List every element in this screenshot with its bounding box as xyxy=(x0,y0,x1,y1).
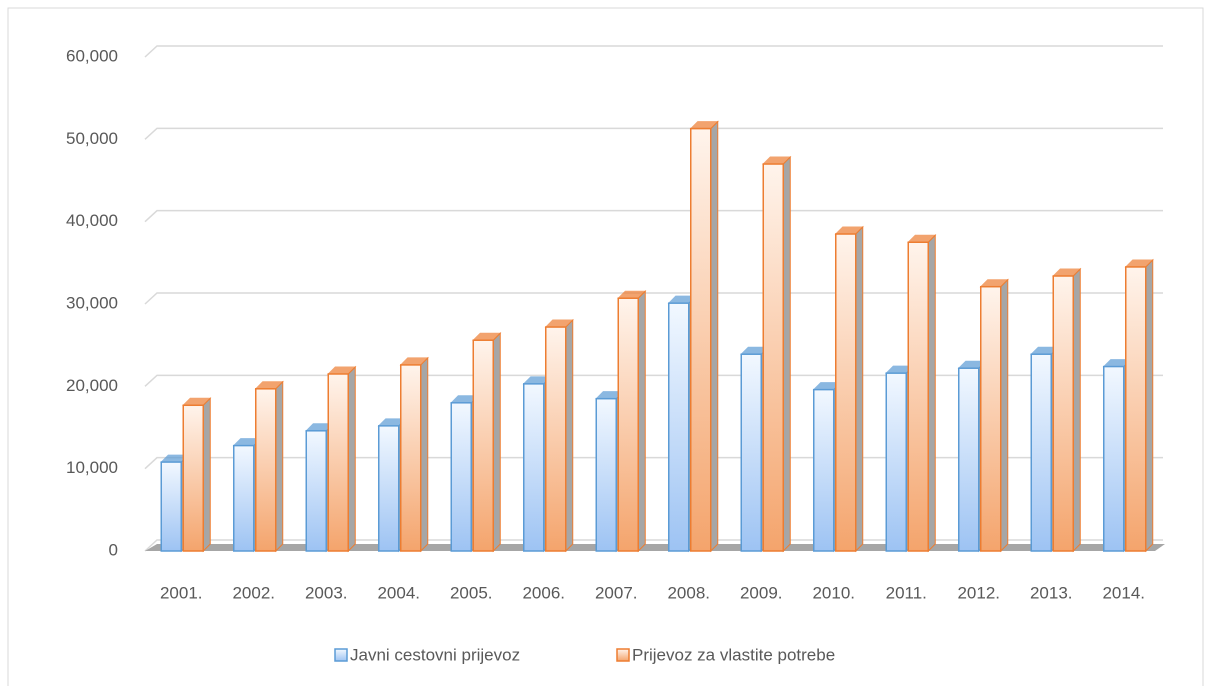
x-tick-label: 2007. xyxy=(595,583,638,602)
bar xyxy=(450,402,472,552)
grid-line xyxy=(144,45,1163,58)
x-tick-label: 2012. xyxy=(957,583,1000,602)
bar xyxy=(472,339,494,552)
y-tick-label: 60,000 xyxy=(66,46,118,65)
y-tick-label: 0 xyxy=(109,540,118,559)
legend-label: Prijevoz za vlastite potrebe xyxy=(632,645,835,664)
x-tick-label: 2001. xyxy=(160,583,203,602)
bar-side xyxy=(565,318,574,553)
x-tick-label: 2010. xyxy=(812,583,855,602)
bar xyxy=(740,353,762,552)
bar xyxy=(378,425,400,552)
bar-side xyxy=(1072,267,1081,553)
x-tick-label: 2008. xyxy=(667,583,710,602)
legend-label: Javni cestovni prijevoz xyxy=(350,645,520,664)
grid-line xyxy=(144,374,1163,387)
bar-side xyxy=(855,225,864,553)
bar-side xyxy=(347,365,356,553)
bar xyxy=(160,461,182,552)
bar xyxy=(762,163,784,552)
x-tick-label: 2013. xyxy=(1030,583,1073,602)
bar xyxy=(1052,275,1074,552)
bar xyxy=(1030,353,1052,552)
bar xyxy=(668,302,690,552)
grid-line xyxy=(144,456,1163,470)
bar xyxy=(958,367,980,552)
bar xyxy=(1125,266,1147,552)
bar-side xyxy=(927,234,936,553)
bar-side xyxy=(1145,258,1154,553)
bar xyxy=(523,383,545,552)
bar xyxy=(835,233,857,552)
bar xyxy=(690,127,712,552)
bar xyxy=(813,388,835,552)
y-tick-label: 30,000 xyxy=(66,293,118,312)
bar xyxy=(255,388,277,552)
bar xyxy=(980,285,1002,552)
bar xyxy=(617,297,639,552)
legend-swatch xyxy=(616,648,630,662)
bar xyxy=(885,372,907,552)
bar xyxy=(305,430,327,552)
y-tick-label: 40,000 xyxy=(66,211,118,230)
bar-side xyxy=(782,155,791,553)
x-tick-label: 2005. xyxy=(450,583,493,602)
bar-side xyxy=(710,120,719,553)
bar xyxy=(595,397,617,552)
bar xyxy=(1103,365,1125,552)
bar-side xyxy=(202,397,211,553)
bar xyxy=(182,404,204,552)
grid-line xyxy=(144,127,1163,140)
bar-side xyxy=(275,380,284,553)
bar xyxy=(545,326,567,552)
bar-side xyxy=(420,356,429,553)
bar-side xyxy=(637,290,646,553)
x-tick-label: 2002. xyxy=(232,583,275,602)
x-tick-label: 2003. xyxy=(305,583,348,602)
x-tick-label: 2014. xyxy=(1102,583,1145,602)
grid-line xyxy=(144,209,1163,223)
bar xyxy=(233,444,255,552)
floor xyxy=(145,544,1165,551)
chart-border xyxy=(7,7,1204,686)
grid-line xyxy=(144,292,1163,305)
legend-swatch xyxy=(334,648,348,662)
bar xyxy=(327,373,349,552)
x-tick-label: 2009. xyxy=(740,583,783,602)
x-tick-label: 2006. xyxy=(522,583,565,602)
bar-side xyxy=(1000,278,1009,553)
y-tick-label: 10,000 xyxy=(66,458,118,477)
y-tick-label: 20,000 xyxy=(66,376,118,395)
y-tick-label: 50,000 xyxy=(66,129,118,148)
bar xyxy=(907,241,929,552)
x-tick-label: 2011. xyxy=(886,583,927,602)
bar xyxy=(400,364,422,552)
bar-side xyxy=(492,332,501,553)
x-tick-label: 2004. xyxy=(377,583,420,602)
